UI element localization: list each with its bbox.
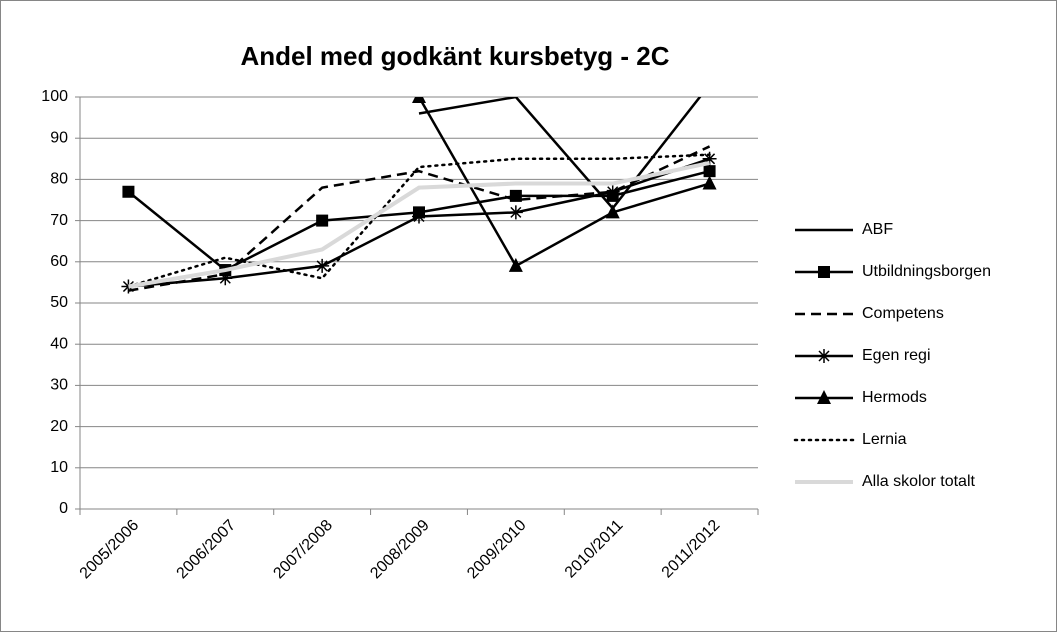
- marker: [412, 97, 426, 103]
- y-tick-label: 10: [50, 459, 68, 476]
- legend-label: Lernia: [862, 431, 907, 448]
- y-tick-label: 0: [59, 500, 68, 517]
- y-tick-label: 90: [50, 129, 68, 146]
- marker: [412, 209, 426, 224]
- marker: [218, 271, 233, 286]
- plot-area: [121, 97, 717, 294]
- legend-label: Competens: [862, 305, 944, 322]
- legend-label: Alla skolor totalt: [862, 473, 975, 490]
- marker: [508, 257, 523, 272]
- legend-label: Utbildningsborgen: [862, 263, 991, 280]
- marker: [122, 185, 135, 198]
- marker: [817, 349, 831, 363]
- marker: [509, 189, 522, 202]
- chart-title: Andel med godkänt kursbetyg - 2C: [240, 41, 669, 71]
- legend-label: ABF: [862, 221, 893, 238]
- marker: [508, 205, 523, 220]
- y-tick-label: 80: [50, 171, 68, 188]
- marker: [703, 165, 716, 178]
- marker: [817, 390, 831, 404]
- y-tick-label: 30: [50, 377, 68, 394]
- marker: [315, 258, 330, 273]
- y-tick-label: 100: [41, 88, 68, 105]
- marker: [605, 184, 620, 199]
- y-tick-label: 60: [50, 253, 68, 270]
- y-tick-label: 70: [50, 212, 68, 229]
- series-line: [127, 153, 711, 288]
- marker: [316, 214, 329, 227]
- y-tick-label: 50: [50, 294, 68, 311]
- series-line: [417, 97, 710, 268]
- y-tick-label: 40: [50, 335, 68, 352]
- marker: [818, 266, 830, 278]
- y-tick-label: 20: [50, 418, 68, 435]
- series-line: [418, 97, 702, 211]
- legend-label: Hermods: [862, 389, 927, 406]
- marker: [702, 151, 717, 166]
- marker: [702, 175, 717, 190]
- marker: [605, 204, 620, 219]
- series-line: [128, 160, 710, 289]
- legend-label: Egen regi: [862, 347, 931, 364]
